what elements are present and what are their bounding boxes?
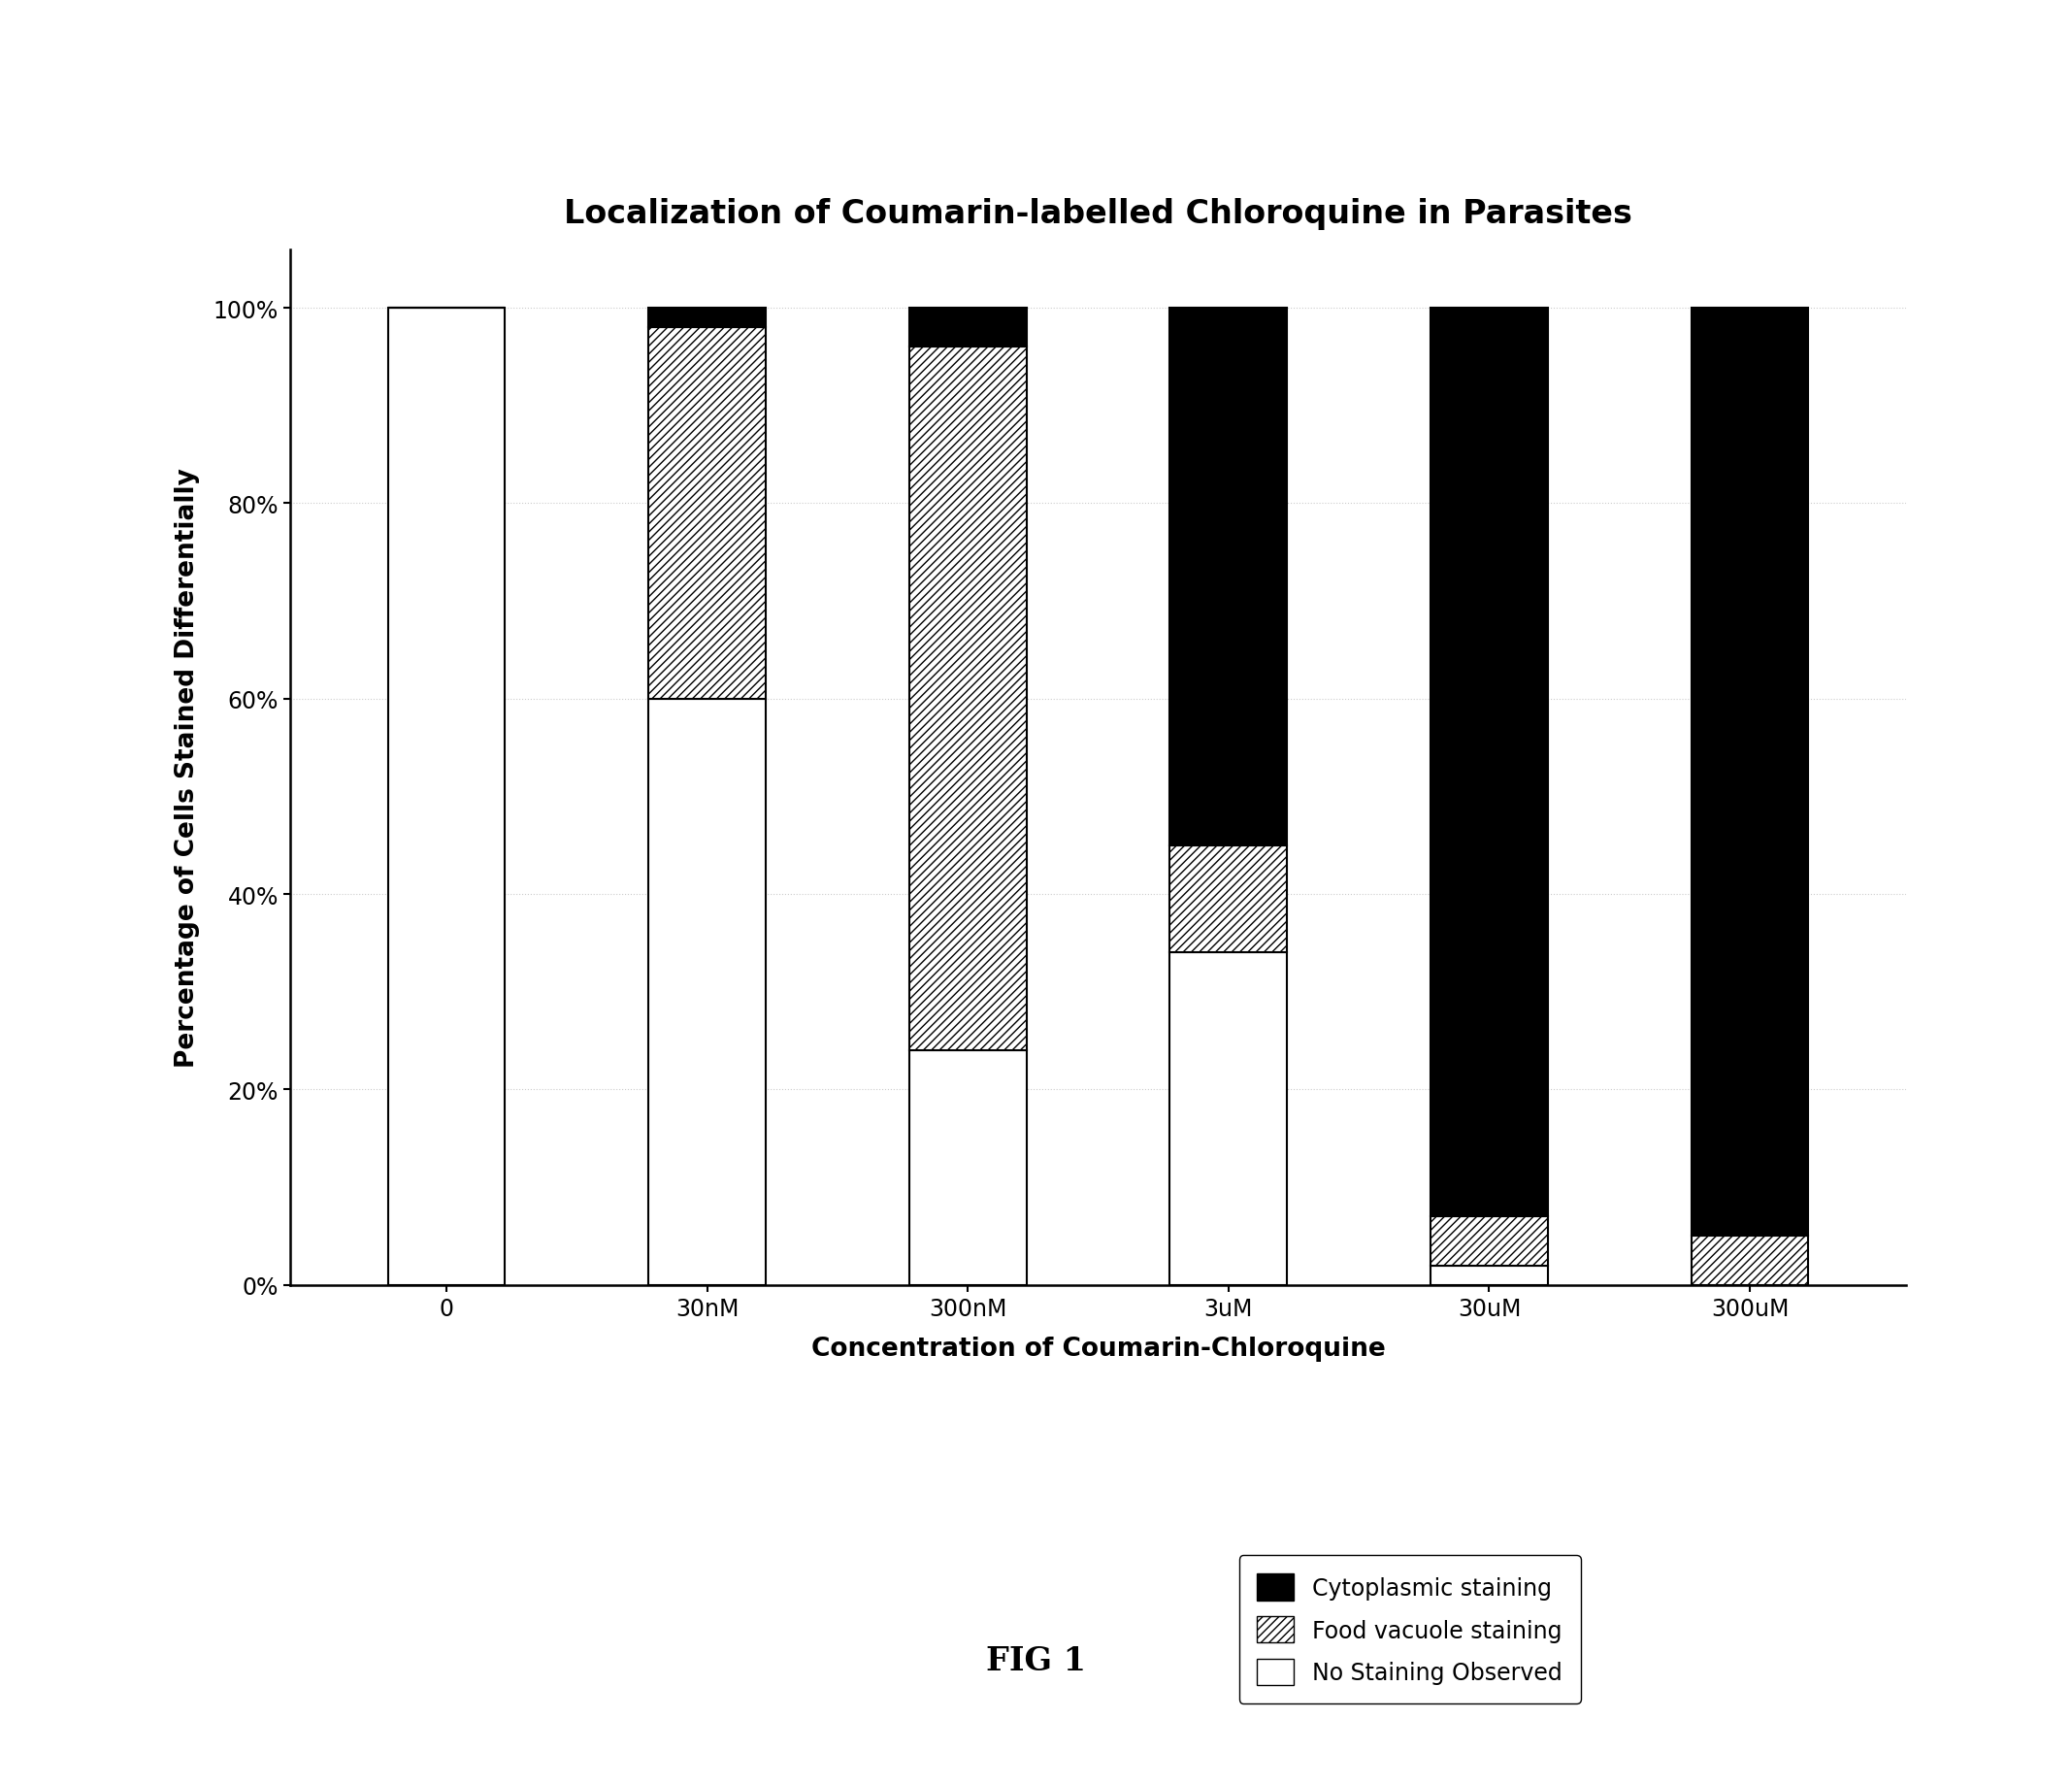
Bar	[910, 309, 1026, 348]
Bar	[1430, 309, 1548, 1217]
Bar	[649, 309, 767, 328]
Bar	[910, 1051, 1026, 1285]
Title: Localization of Coumarin-labelled Chloroquine in Parasites: Localization of Coumarin-labelled Chloro…	[564, 198, 1633, 230]
Bar	[649, 328, 767, 700]
Y-axis label: Percentage of Cells Stained Differentially: Percentage of Cells Stained Differential…	[174, 468, 199, 1067]
Bar	[1691, 309, 1809, 1237]
Bar	[1171, 953, 1287, 1285]
Bar	[1691, 1237, 1809, 1285]
Bar	[1430, 1266, 1548, 1285]
Bar	[910, 348, 1026, 1051]
Bar	[1430, 1217, 1548, 1266]
Legend: Cytoplasmic staining, Food vacuole staining, No Staining Observed: Cytoplasmic staining, Food vacuole stain…	[1239, 1555, 1581, 1703]
Bar	[1171, 846, 1287, 953]
Bar	[387, 309, 506, 1285]
Text: FIG 1: FIG 1	[986, 1644, 1086, 1676]
Bar	[649, 700, 767, 1285]
X-axis label: Concentration of Coumarin-Chloroquine: Concentration of Coumarin-Chloroquine	[810, 1337, 1386, 1362]
Bar	[1171, 309, 1287, 846]
